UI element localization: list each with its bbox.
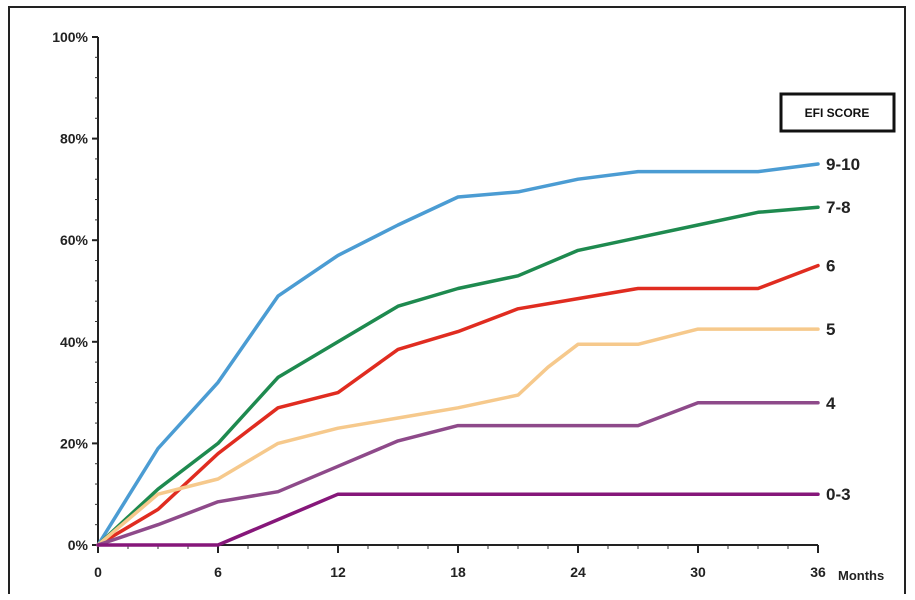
series-line-9-10 [96,162,820,547]
series-line-6 [96,263,820,547]
x-tick-label: 12 [330,564,346,580]
y-tick-label: 80% [60,131,89,147]
x-tick-label: 6 [214,564,222,580]
y-tick-label: 100% [52,29,88,45]
series-label-5: 5 [826,320,835,339]
y-tick-label: 60% [60,232,89,248]
x-tick-label: 30 [690,564,706,580]
series-label-9-10: 9-10 [826,155,860,174]
x-axis-label: Months [838,568,884,583]
y-tick-label: 20% [60,435,89,451]
series-line-7-8 [96,205,820,547]
series-label-4: 4 [826,394,836,413]
series-label-7-8: 7-8 [826,198,851,217]
x-tick-label: 24 [570,564,586,580]
y-tick-label: 0% [68,537,89,553]
x-tick-label: 36 [810,564,826,580]
axes: 0% 20% 40% 60% 80% 100% 0 6 12 18 24 30 36 Months [52,29,884,583]
x-tick-label: 18 [450,564,466,580]
series-line-0-3 [96,492,820,547]
legend-title: EFI SCORE [805,106,870,120]
series-line-5 [96,327,820,547]
series-line-4 [96,401,820,547]
series-lines [96,162,820,547]
legend-box [779,92,896,133]
x-tick-label: 0 [94,564,102,580]
y-tick-label: 40% [60,334,89,350]
series-label-0-3: 0-3 [826,485,851,504]
series-label-6: 6 [826,257,835,276]
legend: EFI SCORE [779,92,896,133]
series-labels: 9-10 7-8 6 5 4 0-3 [826,155,860,504]
chart-frame [8,6,906,594]
